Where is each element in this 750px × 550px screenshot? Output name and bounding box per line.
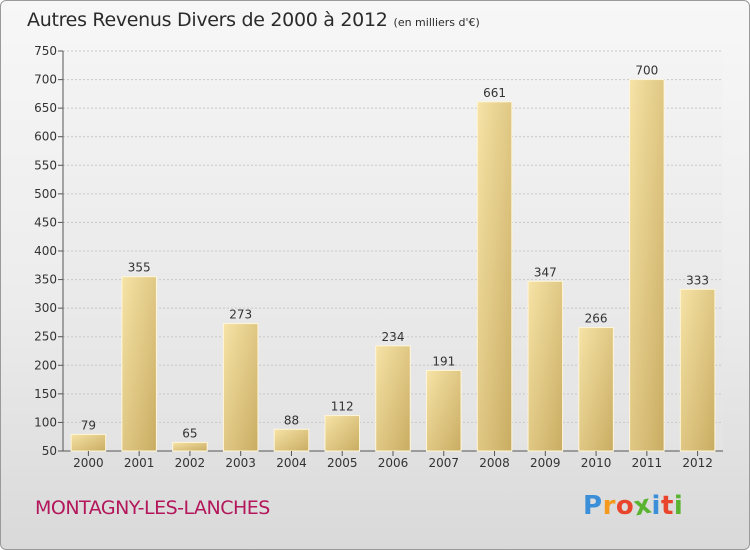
x-tick-label: 2007	[428, 456, 459, 470]
bar	[273, 428, 310, 452]
y-tick-label: 400	[34, 244, 57, 258]
y-tick-label: 700	[34, 73, 57, 87]
y-tick-label: 450	[34, 215, 57, 229]
x-tick-label: 2003	[225, 456, 256, 470]
bar	[375, 345, 411, 452]
x-tick-label: 2002	[175, 456, 206, 470]
chart-title-block: Autres Revenus Divers de 2000 à 2012 (en …	[27, 9, 480, 31]
bar-value-label: 355	[128, 261, 151, 275]
bar	[324, 415, 360, 452]
y-tick-label: 200	[34, 358, 57, 372]
bar-value-label: 112	[331, 400, 354, 414]
logo-letter: i	[651, 491, 661, 521]
logo-letter: t	[660, 491, 674, 521]
bar	[172, 441, 208, 452]
bar-value-label: 273	[229, 308, 252, 322]
x-tick-label: 2010	[581, 456, 612, 470]
y-tick-label: 250	[34, 330, 57, 344]
y-tick-label: 550	[34, 158, 57, 172]
bar	[527, 280, 564, 452]
bar	[578, 327, 614, 452]
chart-title: Autres Revenus Divers de 2000 à 2012	[27, 9, 388, 31]
bar	[70, 433, 107, 452]
x-tick-label: 2001	[124, 456, 155, 470]
x-tick-label: 2012	[682, 456, 713, 470]
y-tick-label: 750	[34, 44, 57, 58]
bar	[222, 323, 259, 452]
logo-letter: o	[615, 491, 635, 521]
bar-value-label: 347	[534, 265, 557, 279]
x-tick-label: 2005	[327, 456, 358, 470]
logo-letter: i	[673, 491, 684, 521]
bar-value-label: 333	[686, 273, 709, 287]
x-tick-label: 2006	[378, 456, 409, 470]
y-tick-label: 100	[34, 415, 57, 429]
y-tick-label: 650	[34, 101, 57, 115]
x-tick-label: 2004	[276, 456, 307, 470]
bar-value-label: 191	[432, 354, 455, 368]
y-tick-label: 500	[34, 187, 57, 201]
bar-value-label: 65	[182, 426, 197, 440]
chart-subtitle: (en milliers d'€)	[393, 16, 480, 29]
proxiti-logo: Proxiti	[583, 490, 684, 523]
x-tick-label: 2000	[73, 456, 104, 470]
y-tick-label: 50	[42, 444, 57, 458]
y-tick-label: 300	[34, 301, 57, 315]
bar-value-label: 266	[585, 312, 608, 326]
bar-value-label: 661	[483, 86, 506, 100]
bar-value-label: 88	[284, 413, 299, 427]
bar	[679, 288, 716, 452]
x-tick-label: 2008	[479, 456, 510, 470]
y-tick-label: 350	[34, 273, 57, 287]
logo-letter: r	[602, 491, 616, 521]
y-tick-label: 600	[34, 130, 57, 144]
bar-value-label: 700	[635, 64, 658, 78]
bar	[476, 101, 513, 452]
bar	[629, 79, 665, 452]
y-tick-label: 150	[34, 387, 57, 401]
commune-name: MONTAGNY-LES-LANCHES	[35, 497, 270, 519]
bar	[121, 276, 157, 452]
logo-letter: P	[583, 491, 603, 521]
bar-value-label: 234	[382, 330, 405, 344]
bar-value-label: 79	[81, 418, 96, 432]
x-tick-label: 2011	[632, 456, 663, 470]
bar	[426, 369, 462, 452]
x-tick-label: 2009	[530, 456, 561, 470]
